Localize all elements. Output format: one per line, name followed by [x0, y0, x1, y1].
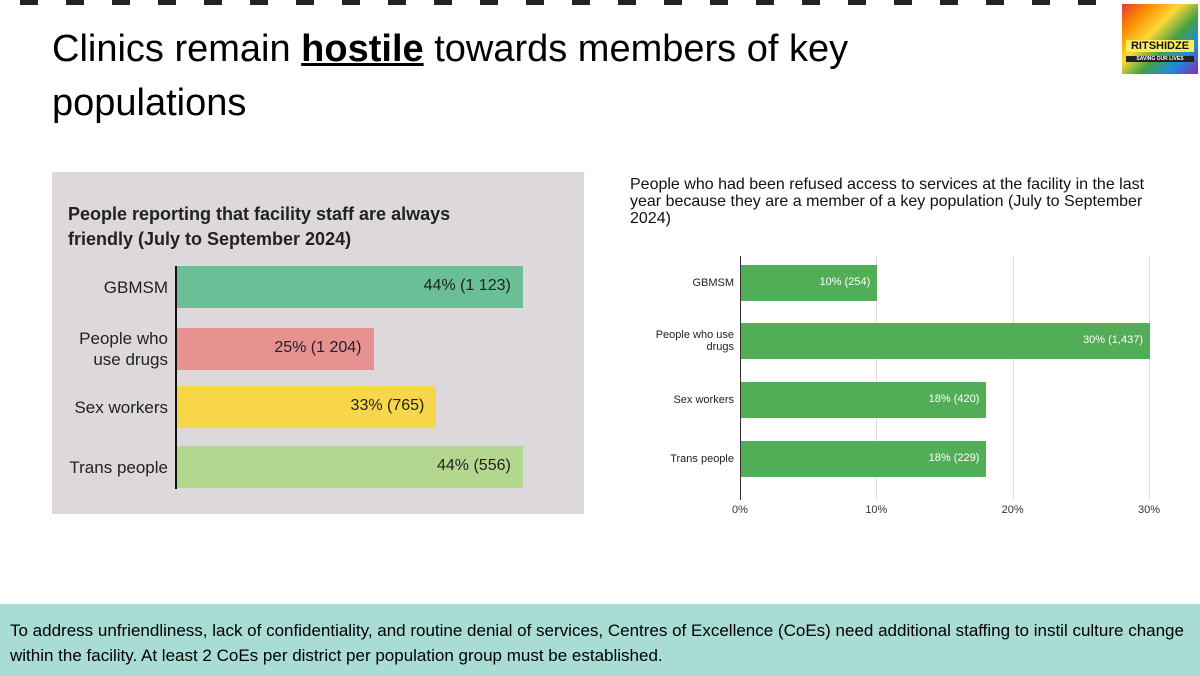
- logo-name: RITSHIDZE: [1126, 40, 1194, 52]
- bar: [741, 323, 1150, 359]
- grid-line: [1012, 256, 1014, 500]
- dash: [664, 0, 682, 5]
- bar: [177, 446, 523, 488]
- value-label: 18% (420): [928, 393, 980, 405]
- value-label: 10% (254): [819, 276, 871, 288]
- bar: [741, 382, 987, 418]
- category-label: People who use drugs: [655, 329, 734, 353]
- grid-line: [1149, 256, 1150, 500]
- dash: [1032, 0, 1050, 5]
- bar: [741, 265, 878, 301]
- dash: [572, 0, 590, 5]
- bar: [177, 386, 437, 428]
- category-label: Sex workers: [673, 394, 734, 406]
- dash: [480, 0, 498, 5]
- value-label: 30% (1,437): [1083, 334, 1143, 346]
- dash: [204, 0, 222, 5]
- dash: [434, 0, 452, 5]
- dash: [296, 0, 314, 5]
- x-tick-label: 30%: [1137, 504, 1161, 516]
- value-label: 44% (556): [437, 457, 511, 474]
- category-label: GBMSM: [103, 277, 168, 297]
- x-tick-label: 20%: [1001, 504, 1024, 516]
- dash: [802, 0, 820, 5]
- category-label: GBMSM: [692, 277, 734, 289]
- dash: [112, 0, 130, 5]
- dash: [342, 0, 360, 5]
- dash: [848, 0, 866, 5]
- dash: [618, 0, 636, 5]
- footer-note: To address unfriendliness, lack of confi…: [0, 604, 1200, 676]
- dash: [526, 0, 544, 5]
- dash: [1078, 0, 1096, 5]
- dash: [710, 0, 728, 5]
- dash: [894, 0, 912, 5]
- value-label: 44% (1 123): [423, 277, 511, 294]
- dash: [756, 0, 774, 5]
- x-tick-label: 0%: [732, 504, 748, 516]
- bar: [177, 266, 523, 308]
- title-part: towards members of key populations: [52, 28, 849, 124]
- logo: RITSHIDZE SAVING OUR LIVES: [1122, 4, 1198, 74]
- category-label: People who use drugs: [79, 329, 168, 369]
- chart-title: People who had been refused access to se…: [630, 176, 1145, 227]
- axis-line: [175, 266, 177, 489]
- value-label: 25% (1 204): [274, 339, 362, 356]
- chart-title: People reporting that facility staff are…: [68, 204, 451, 249]
- dash: [388, 0, 406, 5]
- title-emphasis: hostile: [301, 28, 424, 70]
- dash: [250, 0, 268, 5]
- grid-line: [740, 256, 741, 500]
- dash: [986, 0, 1004, 5]
- x-tick-label: 10%: [865, 504, 888, 516]
- value-label: 33% (765): [350, 397, 425, 414]
- dash: [158, 0, 176, 5]
- bar: [741, 441, 987, 477]
- title-part: Clinics remain: [52, 28, 302, 70]
- bar: [177, 328, 374, 370]
- decoration: [0, 0, 1110, 6]
- slide-title: Clinics remain hostile towards members o…: [52, 22, 1052, 130]
- dash: [940, 0, 958, 5]
- dash: [20, 0, 38, 5]
- logo-tagline: SAVING OUR LIVES: [1126, 56, 1194, 62]
- dash: [66, 0, 84, 5]
- category-label: Trans people: [670, 453, 734, 465]
- category-label: Trans people: [69, 457, 168, 477]
- category-label: Sex workers: [74, 397, 168, 417]
- value-label: 18% (229): [928, 452, 980, 464]
- grid-line: [876, 256, 878, 500]
